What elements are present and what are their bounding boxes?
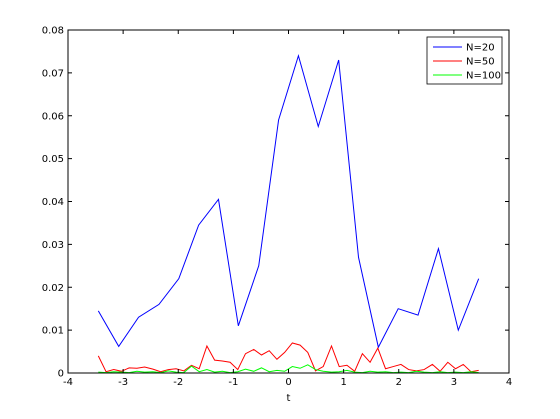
- y-tick-label: 0.07: [42, 68, 64, 79]
- y-tick-label: 0.04: [42, 197, 64, 208]
- legend-label-1: N=20: [466, 43, 495, 54]
- y-tick-label: 0.03: [42, 240, 64, 251]
- y-tick-label: 0.02: [42, 283, 64, 294]
- x-tick-label: 3: [451, 377, 457, 388]
- x-tick-label: 2: [396, 377, 402, 388]
- series-line-1: [97, 53, 480, 349]
- x-tick-label: -4: [63, 377, 73, 388]
- series-line-2: [97, 342, 479, 373]
- x-tick-label: -3: [118, 377, 128, 388]
- series-layer: [97, 53, 480, 374]
- y-tick-label: 0.01: [42, 326, 64, 337]
- y-tick-label: 0.08: [42, 26, 64, 37]
- legend-label-3: N=100: [466, 71, 501, 82]
- y-tick-label: 0: [58, 369, 64, 380]
- series-line-3: [98, 364, 479, 374]
- legend-label-2: N=50: [466, 57, 495, 68]
- x-tick-label: 0: [285, 377, 291, 388]
- x-tick-label: 4: [506, 377, 512, 388]
- y-tick-label: 0.05: [42, 154, 64, 165]
- legend: N=20 N=50 N=100: [426, 36, 503, 85]
- x-tick-label: 1: [340, 377, 346, 388]
- x-axis-label: t: [287, 393, 291, 404]
- x-tick-label: -1: [228, 377, 238, 388]
- x-tick-label: -2: [173, 377, 183, 388]
- y-tick-label: 0.06: [42, 111, 64, 122]
- tick-layer: -4 -3 -2 -1 0 1 2 3 4 0 0.01 0.02 0.03 0.04 0.05 0.06 0.…: [42, 26, 512, 389]
